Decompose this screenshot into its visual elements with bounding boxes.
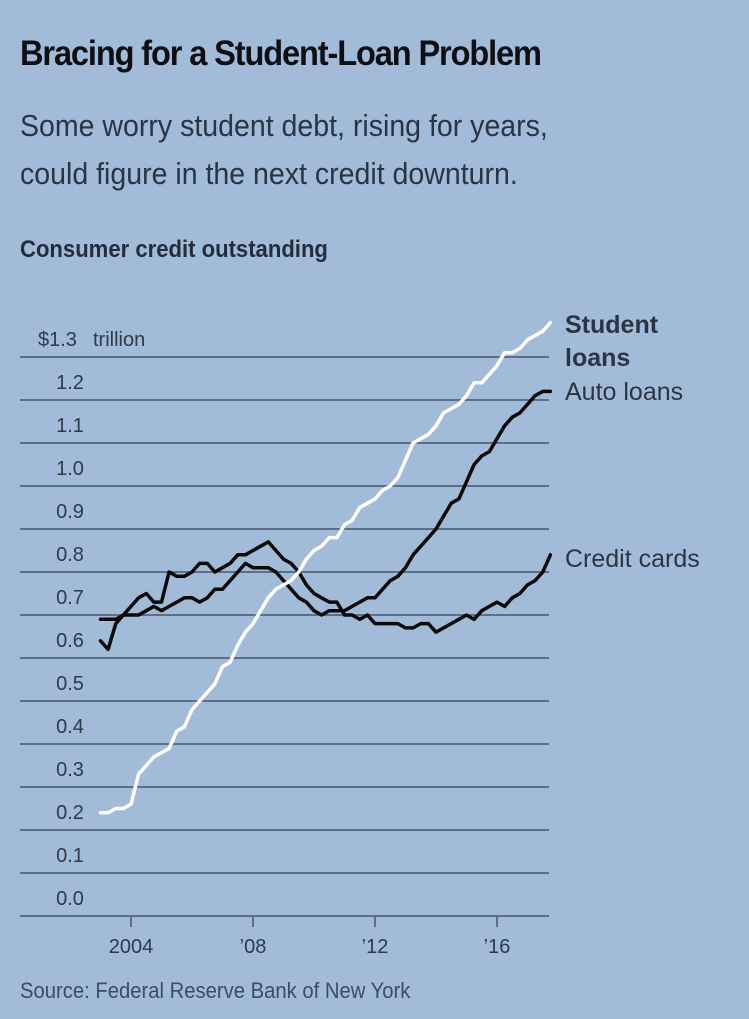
y-tick-label: 1.1 <box>56 415 84 437</box>
subtitle-line-2: could figure in the next credit downturn… <box>20 156 518 191</box>
x-tick-label: ’08 <box>240 936 267 958</box>
x-tick-label: ’16 <box>484 936 511 958</box>
y-tick-label: 0.1 <box>56 845 84 867</box>
y-tick-label: 0.0 <box>56 888 84 910</box>
series-labels: Student loans Auto loans Credit cards <box>565 311 700 573</box>
y-tick-label: 0.8 <box>56 544 84 566</box>
gridlines <box>20 356 549 917</box>
y-tick-label: $1.3 <box>38 329 77 351</box>
y-tick-label: 0.5 <box>56 673 84 695</box>
y-tick-label: 0.9 <box>56 501 84 523</box>
chart-label: Consumer credit outstanding <box>20 236 328 263</box>
series-line-auto-loans <box>98 389 553 622</box>
source-note: Source: Federal Reserve Bank of New York <box>20 978 411 1003</box>
chart-title: Bracing for a Student-Loan Problem <box>20 34 542 73</box>
y-tick-label: 1.0 <box>56 458 84 480</box>
series-label-credit-cards: Credit cards <box>565 545 700 573</box>
y-tick-label: 1.2 <box>56 372 84 394</box>
y-unit-label: trillion <box>93 329 145 351</box>
x-tick-label: ’12 <box>362 936 389 958</box>
series-label-auto-loans: Auto loans <box>565 378 683 406</box>
y-tick-label: 0.7 <box>56 587 84 609</box>
series-lines <box>98 320 553 815</box>
subtitle-line-1: Some worry student debt, rising for year… <box>20 108 548 143</box>
y-tick-label: 0.2 <box>56 802 84 824</box>
y-axis-labels: 0.0 0.1 0.2 0.3 0.4 0.5 0.6 0.7 0.8 0.9 1.0 1.1 1.2 $… <box>38 329 145 910</box>
x-axis: 2004 ’08 ’12 ’16 <box>109 916 511 958</box>
series-line-credit-cards <box>98 540 553 652</box>
y-tick-label: 0.4 <box>56 716 84 738</box>
x-tick-label: 2004 <box>109 936 154 958</box>
y-tick-label: 0.6 <box>56 630 84 652</box>
series-label-student-loans: Student loans <box>565 311 659 372</box>
series-line-student-loans <box>98 320 553 815</box>
y-tick-label: 0.3 <box>56 759 84 781</box>
chart-subtitle: Some worry student debt, rising for year… <box>20 102 548 198</box>
